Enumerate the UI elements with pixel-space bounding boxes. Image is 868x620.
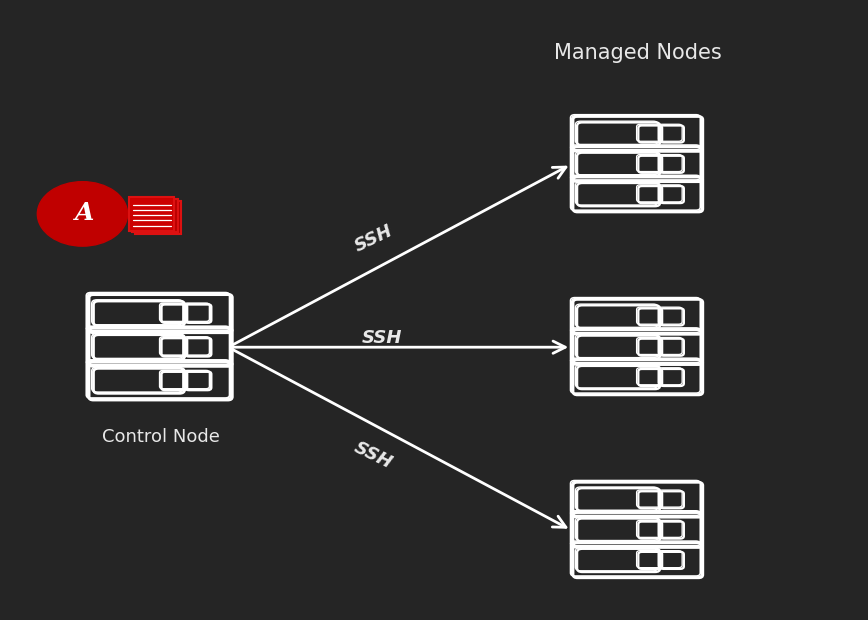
FancyBboxPatch shape [132,199,177,232]
Text: Managed Nodes: Managed Nodes [554,43,722,63]
Circle shape [37,182,128,246]
Text: SSH: SSH [351,222,396,255]
Text: SSH: SSH [362,329,402,347]
Text: SSH: SSH [351,439,396,472]
FancyBboxPatch shape [129,197,174,231]
FancyBboxPatch shape [135,201,181,234]
Text: Control Node: Control Node [102,428,220,446]
Text: A: A [75,201,94,224]
